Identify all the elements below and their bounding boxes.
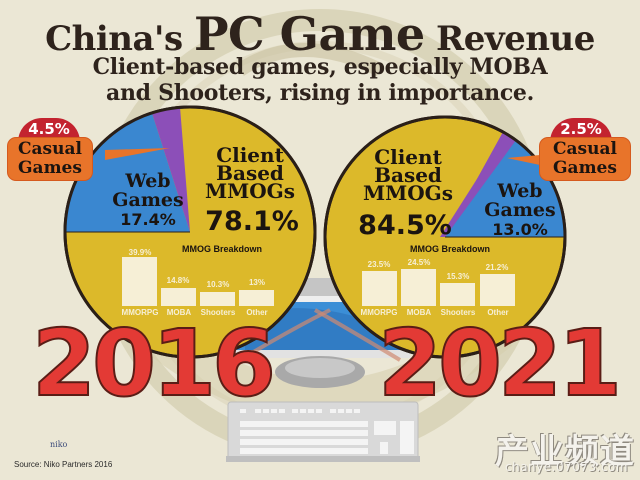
- bar-category: MMORPG: [121, 308, 159, 317]
- mmog-line2: Based: [216, 161, 284, 185]
- mmog-line2: Based: [374, 163, 442, 187]
- mmog-line1: Client: [374, 145, 442, 169]
- web-line1: Web: [125, 170, 171, 192]
- subtitle-line-2: and Shooters, rising in importance.: [106, 80, 534, 106]
- bar-category: MOBA: [406, 308, 432, 317]
- year-2021: 2021: [377, 310, 623, 417]
- bar-category: Shooters: [200, 308, 236, 317]
- watermark-cn: 产业频道: [495, 432, 635, 472]
- bar-value: 23.5%: [367, 260, 391, 269]
- bar-value: 10.3%: [206, 280, 230, 289]
- breakdown-title-2016: MMOG Breakdown: [181, 244, 262, 254]
- bar-value: 15.3%: [446, 272, 470, 281]
- bar-other-2016: [239, 290, 274, 306]
- web-line2: Games: [112, 189, 184, 211]
- bar-category: MOBA: [166, 308, 192, 317]
- bar-value: 14.8%: [166, 276, 190, 285]
- title-prefix: China's: [45, 19, 183, 59]
- mmog-pct-2016: 78.1%: [205, 206, 299, 237]
- niko-logo: niko: [50, 440, 68, 449]
- web-label-2016: Web Games 17.4%: [108, 170, 188, 230]
- bar-category: Shooters: [440, 308, 476, 317]
- source-note: Source: Niko Partners 2016: [14, 460, 113, 469]
- title-suffix: Revenue: [436, 19, 595, 59]
- bar-shooters-2016: [200, 292, 235, 306]
- casual-callout-2016: Casual Games: [8, 138, 92, 180]
- bar-category: MMORPG: [360, 308, 398, 317]
- web-pct: 13.0%: [492, 220, 548, 239]
- bar-mmorpg-2016: [122, 257, 157, 306]
- mmog-line3: MMOGs: [204, 179, 296, 203]
- mmog-pct-2021: 84.5%: [358, 210, 452, 241]
- title-emphasis: PC Game: [193, 7, 425, 61]
- web-label-2021: Web Games 13.0%: [480, 180, 560, 240]
- watermark-url: chanye.07073.com: [505, 460, 629, 474]
- web-line1: Web: [497, 180, 543, 202]
- web-line2: Games: [484, 199, 556, 221]
- bar-value: 39.9%: [128, 248, 152, 257]
- mmog-line1: Client: [216, 143, 284, 167]
- breakdown-title-2021: MMOG Breakdown: [409, 244, 490, 254]
- bar-value: 24.5%: [407, 258, 431, 267]
- casual-label-line2: Games: [18, 158, 82, 178]
- subtitle-line-1: Client-based games, especially MOBA: [92, 54, 548, 80]
- casual-label-line1: Casual: [18, 139, 82, 159]
- mmog-label-2021: Client Based MMOGs: [358, 145, 458, 205]
- year-2016: 2016: [31, 310, 277, 417]
- casual-label-line1: Casual: [553, 139, 617, 159]
- casual-callout-2021: Casual Games: [540, 138, 630, 180]
- casual-label-line2: Games: [553, 158, 617, 178]
- bar-shooters-2021: [440, 283, 475, 306]
- bar-mmorpg-2021: [362, 271, 397, 306]
- bar-value: 13%: [248, 278, 265, 287]
- bar-value: 21.2%: [485, 263, 509, 272]
- bar-other-2021: [480, 274, 515, 306]
- keyboard-illustration: [226, 401, 420, 462]
- mmog-line3: MMOGs: [362, 181, 454, 205]
- mmog-label-2016: Client Based MMOGs: [200, 143, 300, 203]
- bar-category: Other: [246, 308, 268, 317]
- bar-moba-2016: [161, 288, 196, 306]
- main-title: China's PC Game Revenue: [0, 11, 640, 59]
- bar-category: Other: [487, 308, 509, 317]
- bar-moba-2021: [401, 269, 436, 306]
- web-pct: 17.4%: [120, 210, 176, 229]
